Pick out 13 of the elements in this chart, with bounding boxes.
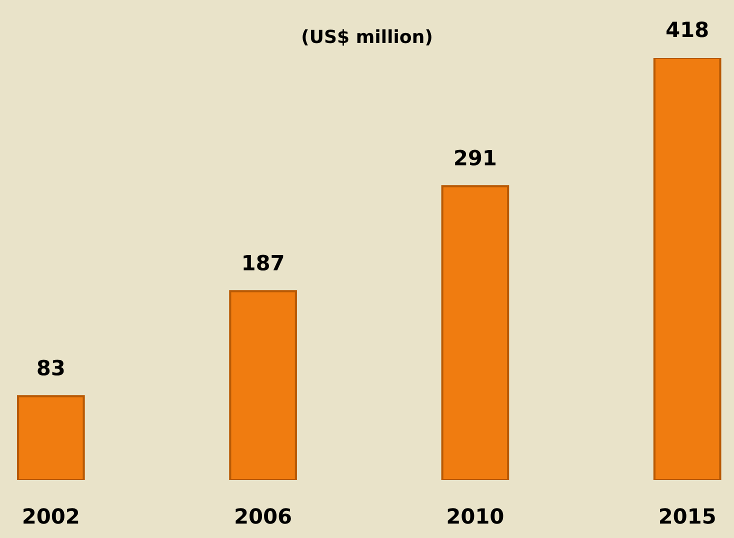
bar: [653, 58, 722, 480]
x-tick-label: 2006: [236, 508, 291, 524]
data-label: 418: [666, 22, 708, 38]
data-label: 291: [455, 150, 496, 166]
data-label: 83: [38, 360, 64, 376]
x-tick-label: 2015: [660, 508, 715, 524]
x-tick-label: 2010: [448, 508, 504, 524]
bar: [229, 290, 297, 480]
bar: [16, 395, 85, 480]
chart-subtitle: (US$ million): [302, 29, 432, 46]
x-tick-label: 2002: [24, 508, 78, 524]
bar: [441, 185, 510, 480]
data-label: 187: [244, 254, 284, 271]
